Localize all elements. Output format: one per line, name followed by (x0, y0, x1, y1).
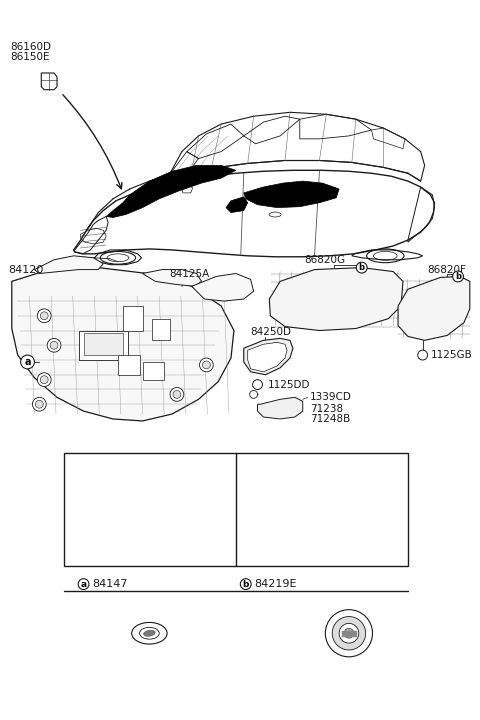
Ellipse shape (144, 630, 155, 636)
Bar (79, 330, 128, 360)
Polygon shape (398, 276, 470, 341)
Polygon shape (143, 269, 202, 287)
Circle shape (47, 338, 61, 352)
Circle shape (344, 629, 354, 638)
Text: 1125DD: 1125DD (267, 379, 310, 390)
Text: 86820F: 86820F (428, 264, 467, 274)
Circle shape (200, 358, 213, 372)
Text: b: b (359, 263, 365, 272)
Text: 1339CD: 1339CD (310, 392, 351, 402)
Text: 86820G: 86820G (305, 255, 346, 265)
Circle shape (339, 624, 359, 643)
Circle shape (453, 271, 463, 282)
Bar (143, 362, 164, 379)
Circle shape (356, 262, 367, 273)
Circle shape (250, 390, 257, 398)
Circle shape (37, 373, 51, 387)
Text: 1125GB: 1125GB (431, 350, 472, 360)
Text: 84219E: 84219E (254, 579, 297, 589)
Circle shape (240, 579, 251, 590)
Bar (64, 454, 408, 567)
Bar (342, 631, 356, 636)
Circle shape (50, 341, 58, 349)
Polygon shape (244, 338, 293, 374)
Bar (152, 319, 170, 341)
Text: 86150E: 86150E (10, 53, 49, 62)
Circle shape (332, 616, 366, 650)
Polygon shape (269, 268, 403, 330)
Text: 71248B: 71248B (310, 414, 350, 424)
Text: b: b (242, 580, 249, 589)
Circle shape (418, 350, 428, 360)
Polygon shape (12, 268, 234, 421)
Text: 84120: 84120 (8, 264, 43, 274)
Circle shape (203, 361, 210, 369)
Text: b: b (455, 272, 461, 281)
Circle shape (40, 312, 48, 320)
Circle shape (36, 400, 43, 408)
Circle shape (37, 309, 51, 323)
Circle shape (170, 387, 184, 401)
Circle shape (325, 610, 372, 657)
Polygon shape (35, 256, 103, 274)
Polygon shape (226, 197, 248, 212)
Circle shape (40, 376, 48, 384)
Polygon shape (257, 397, 303, 419)
Circle shape (252, 379, 263, 390)
Text: 84125A: 84125A (169, 269, 209, 279)
Ellipse shape (132, 622, 167, 644)
Polygon shape (248, 342, 287, 372)
Bar (84, 333, 123, 355)
Text: a: a (81, 580, 86, 589)
Text: 84147: 84147 (92, 579, 128, 589)
Text: 86160D: 86160D (10, 42, 51, 53)
Bar (123, 306, 143, 330)
Circle shape (21, 355, 35, 369)
Circle shape (33, 397, 46, 411)
Text: 71238: 71238 (310, 404, 343, 414)
Text: 84250D: 84250D (251, 328, 292, 338)
Bar (118, 355, 140, 374)
Polygon shape (106, 166, 236, 217)
Circle shape (173, 390, 181, 398)
Circle shape (78, 579, 89, 590)
Ellipse shape (140, 627, 159, 639)
Polygon shape (244, 181, 339, 207)
Text: a: a (24, 357, 31, 367)
Polygon shape (192, 274, 253, 301)
